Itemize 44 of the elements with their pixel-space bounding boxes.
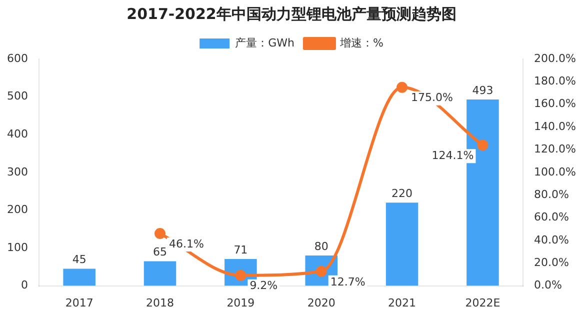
x-tick-label: 2020	[307, 296, 336, 310]
data-label: 71	[234, 243, 248, 256]
y2-tick-label: 0.0%	[534, 278, 562, 292]
y-tick-label: 600	[6, 52, 28, 65]
y-tick-label: 400	[6, 127, 28, 140]
data-label: 65	[153, 246, 168, 259]
data-label: 80	[314, 240, 328, 253]
data-label: 220	[392, 187, 413, 200]
y2-tick-label: 20.0%	[534, 256, 570, 269]
y2-tick-label: 160.0%	[534, 97, 576, 110]
data-label: 46.1%	[169, 237, 204, 250]
legend-label: 产量：GWh	[235, 36, 294, 50]
x-tick-label: 2022E	[465, 296, 500, 310]
chart-title: 2017-2022年中国动力型锂电池产量预测趋势图	[126, 4, 456, 23]
y2-tick-label: 40.0%	[534, 233, 570, 246]
point	[477, 140, 488, 151]
y-tick-label: 200	[6, 203, 28, 216]
y2-tick-label: 140.0%	[534, 120, 576, 133]
point	[396, 82, 408, 93]
data-label: 124.1%	[432, 148, 474, 162]
y2-tick-label: 60.0%	[534, 210, 570, 224]
y2-tick-label: 120.0%	[534, 142, 576, 156]
y2-tick-label: 200.0%	[534, 52, 576, 65]
y-tick-label: 500	[6, 90, 28, 103]
y2-tick-label: 80.0%	[534, 188, 570, 201]
point	[154, 228, 166, 240]
data-label: 9.2%	[250, 279, 278, 292]
bar	[63, 268, 96, 286]
x-tick-label: 2019	[226, 296, 255, 310]
y-tick-label: 0	[20, 278, 28, 292]
x-tick-label: 2018	[146, 296, 174, 310]
bar	[144, 261, 176, 286]
y-tick-label: 300	[6, 165, 28, 178]
data-label: 493	[472, 84, 494, 97]
data-label: 175.0%	[411, 91, 453, 104]
x-tick-label: 2017	[65, 296, 94, 310]
x-tick-label: 2021	[388, 296, 416, 310]
bar	[386, 202, 418, 286]
data-label: 45	[72, 253, 86, 266]
y-tick-label: 100	[6, 240, 28, 254]
y2-tick-label: 100.0%	[534, 165, 576, 178]
y2-tick-label: 180.0%	[534, 74, 576, 88]
data-label: 12.7%	[330, 275, 366, 288]
legend-label: 增速：%	[338, 36, 384, 50]
